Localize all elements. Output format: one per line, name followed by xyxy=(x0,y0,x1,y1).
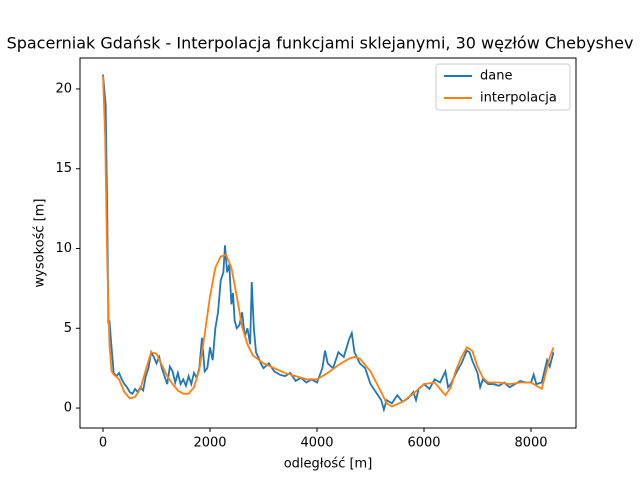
y-tick-label: 5 xyxy=(64,321,72,336)
x-tick-label: 0 xyxy=(99,436,107,451)
y-tick-label: 0 xyxy=(64,401,72,416)
legend-label: interpolacja xyxy=(480,91,557,106)
x-tick-label: 6000 xyxy=(407,436,440,451)
y-tick-label: 15 xyxy=(55,161,72,176)
chart-title: Spacerniak Gdańsk - Interpolacja funkcja… xyxy=(7,34,634,53)
x-tick-label: 4000 xyxy=(300,436,333,451)
y-axis-label: wysokość [m] xyxy=(33,199,48,288)
data-line xyxy=(102,74,555,413)
x-axis-label: odległość [m] xyxy=(284,457,373,472)
x-tick-label: 2000 xyxy=(193,436,226,451)
legend-label: dane xyxy=(480,69,512,84)
plot-frame xyxy=(79,57,577,429)
y-tick-label: 20 xyxy=(55,81,72,96)
data-line xyxy=(102,76,555,408)
x-tick-label: 8000 xyxy=(514,436,547,451)
y-tick-label: 10 xyxy=(55,241,72,256)
